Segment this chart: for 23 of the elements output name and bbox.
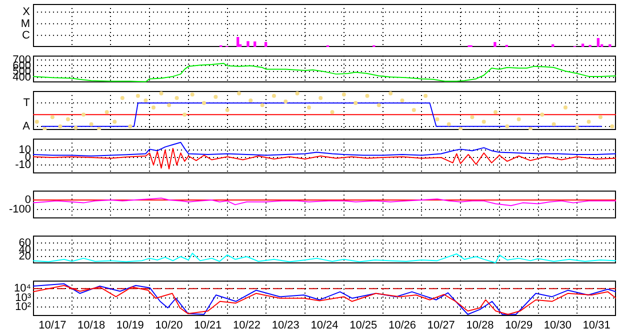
x-tick-label: 10/30 (544, 320, 572, 332)
x-tick-label: 10/26 (388, 320, 416, 332)
y-tick-label: 20 (18, 250, 31, 263)
text: C (22, 29, 30, 42)
x-tick-label: 10/21 (194, 320, 222, 332)
text: T (23, 96, 30, 109)
x-tick-label: 10/25 (350, 320, 378, 332)
x-tick-label: 10/29 (505, 320, 533, 332)
x-tick-label: 10/24 (310, 320, 338, 332)
x-tick-label: 10/31 (582, 320, 610, 332)
x-tick-label: 10/23 (272, 320, 300, 332)
text: M (20, 18, 30, 30)
x-tick-label: 10/17 (38, 320, 66, 332)
x-tick-label: 10/20 (155, 320, 183, 332)
x-tick-label: 10/18 (78, 320, 106, 332)
x-tick-label: 10/22 (233, 320, 261, 332)
text: X (22, 6, 31, 18)
y-tick-label: 10² (15, 300, 32, 313)
text: A (22, 120, 31, 132)
x-tick-label: 10/27 (427, 320, 455, 332)
y-tick-label: 400 (12, 72, 31, 84)
x-tick-label: 10/19 (116, 320, 144, 332)
x-tick-label: 10/28 (466, 320, 494, 332)
